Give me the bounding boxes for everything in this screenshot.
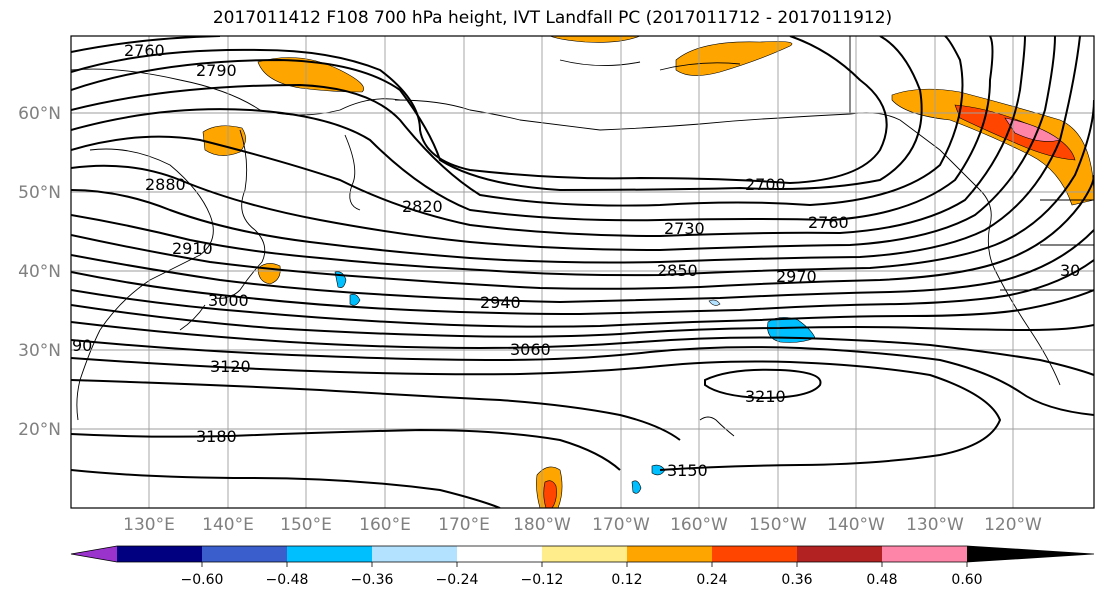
lat-label: 60°N [18, 104, 61, 124]
lon-label: 170°E [438, 515, 490, 535]
lon-label: 170°W [592, 515, 650, 535]
colorbar-swatch [287, 546, 372, 562]
lon-label: 150°W [749, 515, 807, 535]
colorbar-swatch [457, 546, 542, 562]
contour-label: 3150 [667, 461, 708, 480]
colorbar-tick-label: −0.48 [266, 572, 309, 588]
colorbar-swatch-extend-high [967, 546, 1094, 562]
contour-label: 2970 [776, 267, 817, 286]
colorbar-tick-label: −0.24 [436, 572, 479, 588]
colorbar-swatch-extend-low [71, 546, 117, 562]
colorbar-tick-label: −0.12 [521, 572, 564, 588]
colorbar-tick-label: −0.60 [181, 572, 224, 588]
latitude-labels: 60°N 50°N 40°N 30°N 20°N [18, 104, 61, 440]
colorbar-tick-label: 0.60 [951, 572, 982, 588]
height-contours [71, 36, 1094, 508]
colorbar-tick-label: −0.36 [351, 572, 394, 588]
contour-label: 2820 [402, 197, 443, 216]
contour-label: 2760 [124, 41, 165, 60]
contour-label: 2730 [664, 219, 705, 238]
contour-label-layer: 2760 2790 2880 2910 3000 90 3120 3180 28… [72, 41, 1080, 480]
colorbar-tick-label: 0.12 [611, 572, 642, 588]
contour-label: 30 [1060, 261, 1080, 280]
contour-label: 2700 [745, 175, 786, 194]
contour-label: 2910 [172, 239, 213, 258]
colorbar-swatch [542, 546, 627, 562]
colorbar-swatch [712, 546, 797, 562]
colorbar: −0.60 −0.48 −0.36 −0.24 −0.12 0.12 0.24 … [70, 545, 1095, 588]
colorbar-swatch [117, 546, 202, 562]
lon-label: 130°E [123, 515, 175, 535]
colorbar-swatch [372, 546, 457, 562]
contour-label: 3210 [745, 387, 786, 406]
colorbar-outline [70, 545, 1095, 563]
colorbar-tick-label: 0.48 [866, 572, 897, 588]
lon-label: 160°W [670, 515, 728, 535]
longitude-labels: 130°E 140°E 150°E 160°E 170°E 180°W 170°… [123, 515, 1042, 535]
contour-label: 3000 [208, 291, 249, 310]
lon-label: 140°E [202, 515, 254, 535]
colorbar-swatch [202, 546, 287, 562]
lon-label: 180°W [513, 515, 571, 535]
graticule [71, 36, 1094, 508]
colorbar-swatch [882, 546, 967, 562]
lon-label: 140°W [827, 515, 885, 535]
contour-label: 2760 [808, 213, 849, 232]
contour-label: 3180 [196, 427, 237, 446]
lat-label: 40°N [18, 262, 61, 282]
contour-label: 2940 [480, 293, 521, 312]
lon-label: 130°W [906, 515, 964, 535]
lat-label: 20°N [18, 420, 61, 440]
contour-label: 3120 [210, 357, 251, 376]
contour-label: 90 [72, 336, 92, 355]
contour-label: 3060 [510, 340, 551, 359]
colorbar-swatch [797, 546, 882, 562]
map-frame [70, 35, 1095, 509]
lat-label: 50°N [18, 183, 61, 203]
colorbar-tick-label: 0.24 [696, 572, 727, 588]
colorbar-tick-label: 0.36 [781, 572, 812, 588]
lon-label: 150°E [280, 515, 332, 535]
lat-label: 30°N [18, 341, 61, 361]
map-title: 2017011412 F108 700 hPa height, IVT Land… [212, 8, 893, 28]
contour-label: 2850 [657, 261, 698, 280]
lon-label: 160°E [359, 515, 411, 535]
contour-label: 2790 [196, 61, 237, 80]
contour-label: 2880 [145, 175, 186, 194]
lon-label: 120°W [984, 515, 1042, 535]
colorbar-swatch [627, 546, 712, 562]
